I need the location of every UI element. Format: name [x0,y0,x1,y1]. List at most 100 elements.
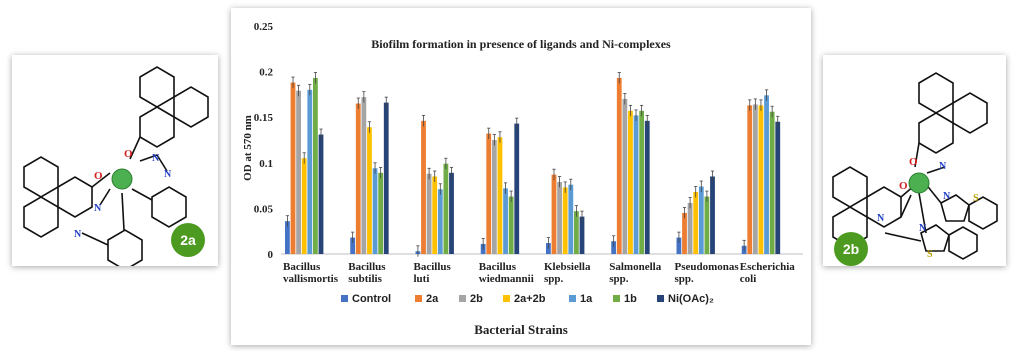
bar [301,158,307,254]
x-axis-label: Bacterial Strains [474,322,568,337]
badge-2b-circle [834,232,868,266]
y-tick-label: 0.1 [259,158,273,170]
bar [551,174,557,254]
nickel-center-icon [908,172,930,194]
badge-2a-label: 2a [180,232,196,248]
bar [290,82,296,254]
bar [307,89,313,254]
bar [514,123,520,254]
bar [676,237,682,254]
bar [557,181,562,254]
nitrogen-atom-label: N [939,161,947,172]
nitrogen-atom-label: N [164,169,172,180]
bar [616,77,622,254]
bar [421,120,426,255]
x-category-label: Bacillus [414,261,452,273]
bar [426,173,432,254]
y-tick-label: 0.15 [254,112,274,124]
bar [758,105,764,255]
complex-2b-bonds [832,72,998,260]
x-category-label: Escherichia [740,261,795,273]
x-category-label: wiedmannii [479,273,534,285]
bar [491,140,497,254]
bar [644,120,650,255]
badge-2a-circle [171,223,205,257]
legend-swatch [657,295,664,302]
badge-2b-label: 2b [843,241,859,257]
bar [687,202,693,254]
bar [378,172,384,254]
x-category-label: spp. [675,273,695,285]
legend-label: 2a+2b [514,293,546,305]
nitrogen-atom-label: N [74,229,82,240]
x-category-label: Pseudomonas [675,261,740,273]
nitrogen-atom-label: N [94,203,102,214]
bar [318,134,324,254]
y-tick-label: 0.05 [254,203,274,215]
x-category-label: subtilis [348,273,382,285]
legend-swatch [569,295,576,302]
bar [704,196,710,254]
complex-2b-structure-panel: O O N N N N S S 2b [823,55,1006,266]
x-category-label: Bacillus [479,261,517,273]
bar [752,104,758,254]
bar [611,241,617,254]
bar [449,172,454,254]
bar [769,111,775,254]
x-category-label: spp. [544,273,564,285]
bar [437,189,443,254]
nitrogen-atom-label: N [877,213,885,224]
bar [503,188,508,254]
nitrogen-atom-label: N [919,223,927,234]
bar [508,196,514,254]
bar [313,77,318,254]
bar [383,102,389,254]
bar [562,187,568,254]
bar [579,216,585,254]
x-category-label: luti [414,273,430,285]
legend-label: 1a [580,293,593,305]
x-category-label: Klebsiella [544,261,591,273]
legend-label: Control [352,293,391,305]
oxygen-atom-label: O [124,148,133,160]
bar [775,121,781,254]
nitrogen-atom-label: N [943,191,951,202]
bar [372,168,378,254]
bar [497,137,503,254]
bar [574,211,579,254]
x-category-label: vallismortis [283,273,339,285]
sulfur-atom-label: S [927,249,933,260]
bar [432,176,438,254]
nitrogen-atom-label: N [152,153,160,164]
legend-swatch [341,295,348,302]
legend-swatch [613,295,620,302]
bar [628,110,633,254]
legend-swatch [459,295,466,302]
bar [443,163,449,254]
biofilm-chart-panel: Biofilm formation in presence of ligands… [231,8,811,345]
legend-swatch [415,295,422,302]
bar [747,105,753,255]
x-category-label: Bacillus [283,261,321,273]
bar [361,97,367,254]
y-axis-label: OD at 570 nm [242,115,254,181]
bar [698,186,704,254]
bar [764,95,769,254]
complex-2a-bonds [23,66,209,271]
bar [633,115,639,254]
bar [682,212,687,254]
complex-2b-structure-drawing: O O N N N N S S 2b [832,72,998,266]
bar [350,237,356,254]
chart-title: Biofilm formation in presence of ligands… [371,37,671,51]
x-category-label: Salmonella [609,261,661,273]
y-tick-label: 0.2 [259,67,273,79]
bar [285,221,290,254]
bar [622,98,628,255]
legend-label: Ni(OAc)₂ [668,293,714,305]
bar [367,127,372,254]
x-category-label: spp. [609,273,629,285]
oxygen-atom-label: O [94,170,103,182]
bar [568,184,574,254]
bar [693,191,699,254]
legend-label: 2a [426,293,439,305]
